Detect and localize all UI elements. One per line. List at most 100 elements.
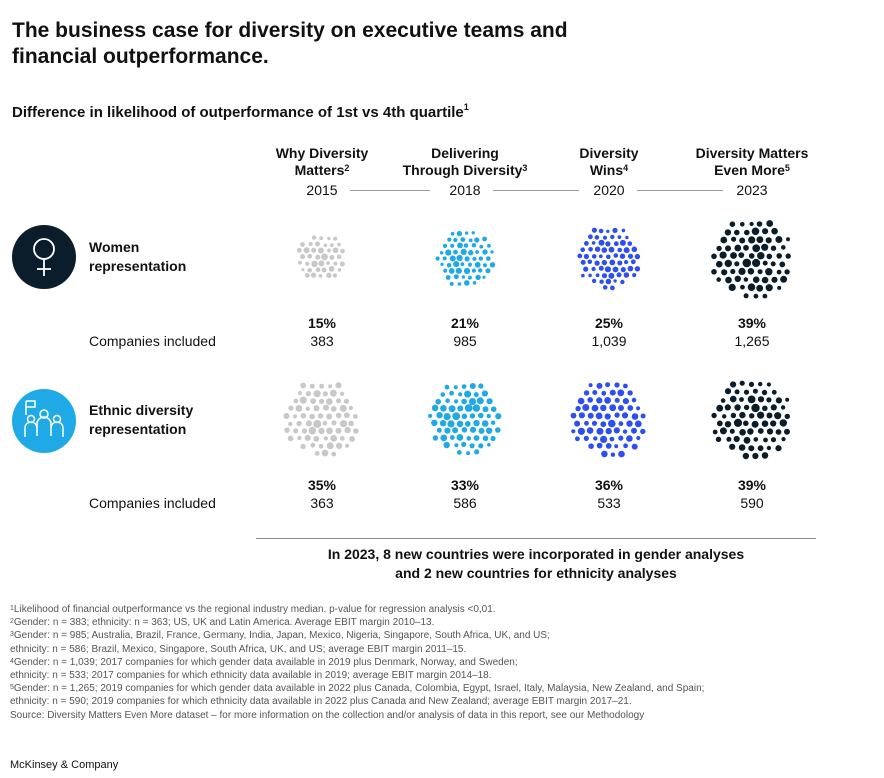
column-header-line: Matters2: [294, 162, 350, 178]
bubble-women-2023: [785, 253, 791, 259]
bubble-ethnic-2018: [432, 435, 439, 441]
bubble-women-2020: [609, 259, 616, 266]
bubble-ethnic-2018: [495, 413, 502, 420]
bubble-women-2023: [771, 276, 778, 283]
bubble-women-2020: [598, 265, 604, 271]
bubble-women-2023: [761, 243, 769, 251]
bubble-ethnic-2020: [596, 382, 603, 389]
bubble-ethnic-2020: [614, 444, 619, 449]
bubble-ethnic-2023: [775, 445, 782, 452]
bubble-ethnic-2015: [339, 420, 348, 428]
bubble-ethnic-2015: [322, 420, 328, 426]
bubble-women-2015: [317, 247, 324, 254]
column-header-line: Diversity: [579, 145, 639, 161]
bubble-women-2018: [482, 275, 486, 279]
bubble-ethnic-2020: [634, 420, 642, 428]
bubble-ethnic-2018: [439, 420, 447, 427]
bubble-women-2018: [464, 256, 470, 262]
bubble-women-2023: [724, 229, 732, 236]
bubble-women-2020: [595, 273, 600, 278]
bubble-ethnic-2023: [743, 404, 750, 411]
bubble-ethnic-2015: [283, 413, 290, 419]
bubble-ethnic-2015: [326, 413, 333, 420]
bubble-ethnic-2018: [436, 427, 442, 433]
bubble-ethnic-2018: [453, 385, 458, 390]
bubble-women-2015: [329, 255, 335, 260]
bubble-women-2023: [738, 267, 746, 275]
bubble-women-2015: [333, 236, 338, 241]
bubble-women-2020: [619, 239, 626, 246]
bubble-ethnic-2015: [353, 414, 358, 419]
bubble-ethnic-2018: [440, 392, 446, 397]
bubble-women-2020: [631, 246, 638, 253]
bubble-ethnic-2018: [464, 390, 472, 398]
bubble-women-2023: [757, 269, 763, 275]
bubble-ethnic-2023: [766, 445, 772, 451]
year-2018: 2018: [449, 182, 481, 198]
bubble-women-2018: [456, 254, 463, 262]
bubble-women-2023: [765, 268, 773, 276]
bubble-women-2018: [460, 237, 466, 243]
bubble-ethnic-2015: [295, 405, 303, 412]
bubble-ethnic-2018: [454, 399, 459, 404]
bubble-ethnic-2023: [762, 405, 768, 412]
bubble-ethnic-2018: [449, 390, 454, 396]
bubble-women-2023: [780, 275, 788, 283]
bubble-women-2015: [305, 261, 310, 266]
bubble-women-2020: [617, 235, 622, 240]
bubble-ethnic-2018: [478, 383, 484, 389]
ethnic-companies-2020: 533: [597, 495, 621, 511]
bubble-ethnic-2020: [608, 419, 616, 428]
bubble-ethnic-2023: [739, 397, 744, 402]
bubble-ethnic-2015: [313, 420, 322, 428]
bubble-women-2018: [478, 268, 483, 273]
bubble-ethnic-2015: [297, 390, 302, 396]
bubble-ethnic-2023: [748, 445, 755, 452]
bubble-ethnic-2020: [587, 412, 594, 419]
bubble-women-2020: [612, 227, 618, 233]
timeline-segment: [493, 190, 579, 191]
ethnic-pct-2018: 33%: [450, 477, 480, 493]
bubble-ethnic-2020: [627, 390, 633, 396]
bubble-women-2015: [337, 242, 341, 247]
bubble-ethnic-2023: [716, 420, 723, 427]
bubble-ethnic-2023: [747, 395, 756, 404]
bubble-ethnic-2018: [443, 413, 451, 421]
bubble-ethnic-2015: [349, 436, 355, 442]
bubble-women-2020: [617, 260, 623, 266]
bubble-ethnic-2020: [640, 413, 646, 419]
ethnic-companies-2015: 363: [310, 495, 334, 511]
bubble-women-2023: [729, 221, 736, 227]
bubble-women-2015: [336, 254, 342, 259]
bubble-women-2020: [608, 272, 615, 279]
bubble-women-2018: [472, 256, 477, 261]
bubble-women-2018: [486, 256, 491, 261]
bubble-women-2018: [445, 275, 451, 280]
bubble-women-2023: [716, 260, 723, 268]
bubble-women-2018: [468, 250, 474, 256]
bubble-ethnic-2018: [447, 420, 455, 428]
bubble-women-2023: [766, 220, 774, 227]
bubble-women-2023: [738, 252, 745, 258]
bubble-women-2023: [711, 253, 717, 260]
chart-subtitle: Difference in likelihood of outperforman…: [12, 102, 469, 121]
bubble-ethnic-2020: [587, 397, 593, 403]
bubble-ethnic-2018: [474, 449, 480, 455]
bubble-women-2020: [591, 254, 597, 259]
bubble-ethnic-2018: [478, 427, 485, 434]
bubble-ethnic-2015: [326, 398, 333, 405]
bubble-women-2023: [752, 244, 761, 253]
bubble-ethnic-2015: [331, 451, 337, 457]
bubble-ethnic-2018: [461, 427, 468, 433]
bubble-women-2023: [730, 252, 737, 259]
bubble-women-2018: [471, 231, 475, 235]
women-pct-2023: 39%: [737, 315, 767, 331]
bubble-ethnic-2018: [473, 435, 480, 441]
timeline-segment: [350, 190, 430, 191]
bubble-women-2020: [619, 253, 626, 259]
bubble-women-2020: [621, 228, 626, 233]
bubble-women-2015: [326, 261, 330, 265]
bubble-women-2023: [743, 277, 749, 282]
bubble-women-2015: [327, 248, 331, 253]
bubble-ethnic-2020: [574, 420, 581, 427]
